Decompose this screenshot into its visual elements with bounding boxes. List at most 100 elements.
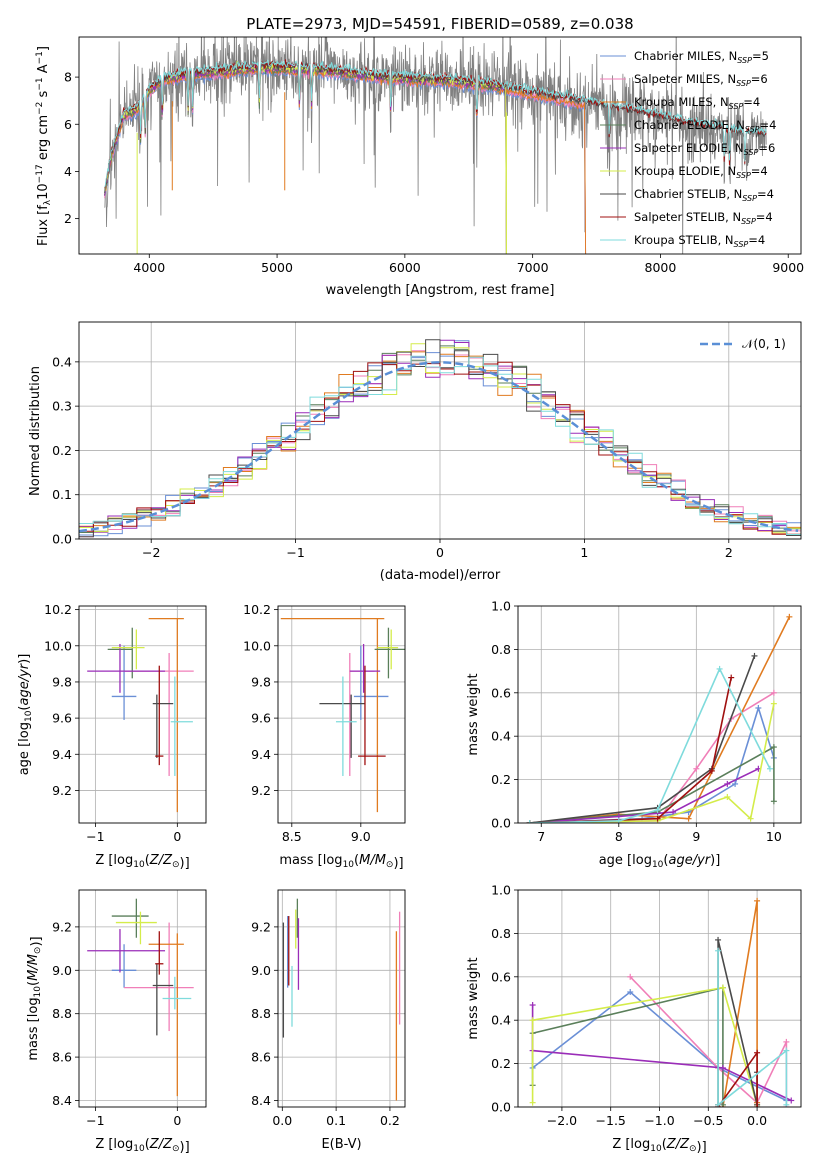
axes-frame [277, 605, 406, 824]
x-tick-label: 7 [537, 829, 545, 844]
errorbar-chabrier-elodie [374, 627, 405, 679]
x-tick-label: −0.5 [693, 1113, 723, 1128]
errorbar-chabrier-elodie [111, 898, 149, 938]
plot-area-spectrum [104, 37, 767, 254]
y-tick-label: 2 [64, 211, 72, 226]
point-chabrier-miles [755, 704, 762, 711]
y-tick-label: 9.6 [251, 711, 271, 726]
errorbar-kroupa-stelib [170, 676, 193, 776]
x-tick-label: 0.0 [747, 1113, 767, 1128]
y-tick-label: 0.0 [491, 1100, 511, 1115]
y-tick-label: 8.4 [251, 1093, 271, 1108]
errorbar-kroupa-elodie [115, 911, 157, 945]
y-tick-label: 9.4 [251, 747, 271, 762]
y-tick-label: 8.8 [251, 1006, 271, 1021]
mass-ebv-x-label: E(B-V) [321, 1137, 361, 1152]
axes-frame [78, 321, 802, 540]
x-tick-label: 1 [580, 545, 588, 560]
point-chabrier-elodie [770, 798, 777, 805]
x-tick-label: 10 [766, 829, 782, 844]
residuals-x-label: (data-model)/error [380, 568, 501, 583]
axes-age-mass: 8.5 9.0 9.2 9.4 9.6 9.8 10.0 10.2 mass [log10(M/… [243, 602, 406, 871]
axes-massweight-Z: −2.0 −1.5 −1.0 −0.5 0.0 0.0 0.2 0.4 0.6 0.8 1.0 Z [… [491, 883, 802, 1155]
x-tick-label: −1 [86, 1113, 104, 1128]
x-tick-label: 0 [436, 545, 444, 560]
point-kroupa-elodie [770, 700, 777, 707]
y-tick-label: 10.2 [44, 602, 72, 617]
axes-spectrum: 4000 5000 6000 7000 8000 9000 2 4 6 8 [64, 36, 804, 275]
x-tick-label: 4000 [133, 260, 165, 275]
y-tick-label: 9.2 [52, 919, 72, 934]
axes-age-Z: −1 0 9.2 9.4 9.6 9.8 10.0 10.2 Z [log10(Z/Z⊙)] [44, 602, 207, 871]
point-chabrier-stelib [715, 936, 722, 943]
line-chabrier-stelib [717, 939, 758, 1107]
point-kroupa-stelib [783, 1047, 790, 1054]
y-tick-label: 0.4 [491, 1013, 511, 1028]
axes-frame [78, 889, 207, 1108]
x-tick-label: 2 [725, 545, 733, 560]
axes-frame [277, 889, 406, 1108]
line-chabrier-stelib [529, 655, 756, 823]
figure-title: PLATE=2973, MJD=54591, FIBERID=0589, z=0… [246, 15, 633, 33]
legend-label-chabrier-stelib: Chabrier STELIB, NSSP=4 [634, 187, 774, 203]
legend-label-salpeter-miles: Salpeter MILES, NSSP=6 [634, 72, 768, 88]
y-tick-label: 0.3 [52, 399, 72, 414]
x-tick-label: −2 [142, 545, 160, 560]
y-tick-label: 10.0 [44, 638, 72, 653]
age-Z-x-label: Z [log10(Z/Z⊙)] [95, 853, 189, 871]
mass-Z-x-label: Z [log10(Z/Z⊙)] [95, 1137, 189, 1155]
massweight-age-x-label: age [log10(age/yr)] [599, 853, 721, 870]
errorbar-chabrier-stelib [319, 694, 365, 758]
y-tick-label: 0.8 [491, 926, 511, 941]
spectrum-x-label: wavelength [Angstrom, rest frame] [326, 283, 555, 298]
normal-curve [79, 361, 799, 533]
legend-label-kroupa-stelib: Kroupa STELIB, NSSP=4 [634, 233, 765, 249]
x-tick-label: 9 [692, 829, 700, 844]
legend-label-chabrier-elodie: Chabrier ELODIE, NSSP=4 [634, 118, 776, 134]
axes-mass-Z: −1 0 8.4 8.6 8.8 9.0 9.2 Z [log10(Z/Z⊙)] [52, 889, 207, 1155]
point-chabrier-miles [627, 988, 634, 995]
line-kroupa-stelib [717, 950, 788, 1107]
line-kroupa-miles [529, 616, 791, 823]
legend-label-kroupa-elodie: Kroupa ELODIE, NSSP=4 [634, 164, 768, 180]
plot-area-mass-Z [87, 898, 194, 1097]
point-salpeter-stelib [728, 674, 735, 681]
x-tick-label: 0.0 [272, 1113, 292, 1128]
axes-massweight-age: 7 8 9 10 0.0 0.2 0.4 0.6 0.8 1.0 age [log10(age/yr… [491, 599, 802, 870]
model-line-kroupa-stelib [104, 59, 767, 188]
residuals-y-label: Normed distribution [28, 366, 43, 496]
y-tick-label: 10.0 [243, 638, 271, 653]
x-tick-label: 0 [173, 1113, 181, 1128]
y-tick-label: 0.4 [491, 729, 511, 744]
point-salpeter-elodie [719, 1064, 726, 1071]
point-kroupa-miles [685, 815, 692, 822]
point-salpeter-miles [770, 689, 777, 696]
y-tick-label: 8.6 [251, 1050, 271, 1065]
x-tick-label: −1 [86, 829, 104, 844]
y-tick-label: 9.0 [52, 963, 72, 978]
plot-area-massweight-Z [529, 897, 795, 1107]
axes-residuals: −2 −1 0 1 2 0.0 0.1 0.2 0.3 0.4 [52, 321, 802, 560]
errorbar-salpeter-stelib [358, 665, 386, 766]
plot-area-age-Z [87, 618, 194, 813]
point-kroupa-miles [754, 897, 761, 904]
legend-label-kroupa-miles: Kroupa MILES, NSSP=4 [634, 95, 760, 111]
plot-area-mass-ebv [282, 898, 401, 1101]
y-tick-label: 8.6 [52, 1050, 72, 1065]
point-kroupa-miles [786, 613, 793, 620]
x-tick-label: 6000 [389, 260, 421, 275]
point-kroupa-elodie [529, 1017, 536, 1024]
y-tick-label: 0.1 [52, 487, 72, 502]
point-kroupa-elodie [719, 984, 726, 991]
plot-area-massweight-age [526, 613, 793, 823]
line-salpeter-stelib [529, 677, 732, 823]
x-tick-label: 8.5 [282, 829, 302, 844]
point-salpeter-stelib [654, 815, 661, 822]
point-salpeter-miles [783, 1038, 790, 1045]
point-salpeter-stelib [754, 1049, 761, 1056]
axes-mass-ebv: 0.0 0.1 0.2 8.4 8.6 8.8 9.0 9.2 E(B-V) [251, 889, 406, 1152]
x-tick-label: 9000 [772, 260, 804, 275]
spectrum-legend: Chabrier MILES, NSSP=5 Salpeter MILES, NS… [600, 49, 776, 249]
point-kroupa-elodie [724, 793, 731, 800]
point-salpeter-elodie [724, 780, 731, 787]
